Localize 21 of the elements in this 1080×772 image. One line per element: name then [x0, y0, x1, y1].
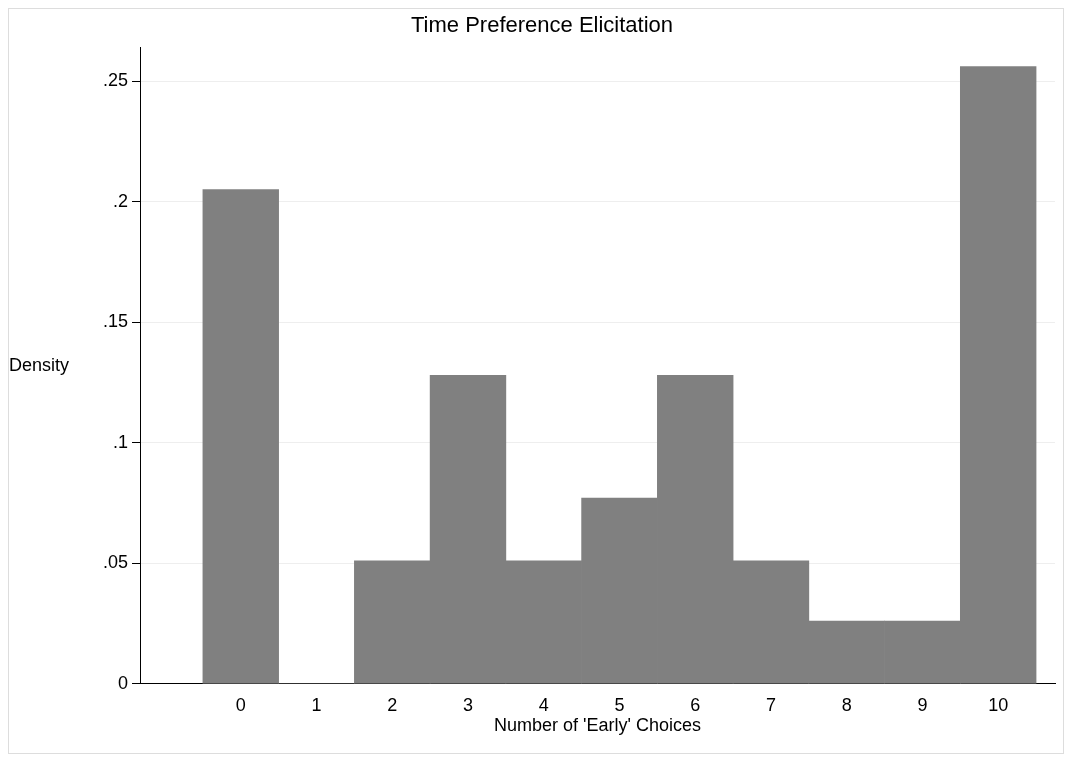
x-tick-label: 0 — [235, 694, 246, 715]
x-tick-label: 10 — [988, 694, 1009, 715]
x-tick-label: 5 — [614, 694, 625, 715]
y-axis-title: Density — [9, 354, 70, 375]
x-tick-label: 2 — [387, 694, 398, 715]
x-tick-label: 3 — [462, 694, 473, 715]
x-tick-label: 4 — [538, 694, 549, 715]
bar — [202, 189, 279, 684]
x-tick-label: 1 — [311, 694, 322, 715]
chart-title: Time Preference Elicitation — [410, 12, 674, 38]
x-tick-label: 8 — [841, 694, 852, 715]
x-tick-label: 9 — [917, 694, 928, 715]
y-tick-label: 0 — [118, 672, 129, 693]
y-tick-label: .25 — [102, 70, 129, 91]
x-tick-label: 7 — [765, 694, 776, 715]
y-tick-label: .15 — [102, 311, 129, 332]
y-tick-label: .2 — [113, 190, 129, 211]
x-axis-title: Number of 'Early' Choices — [494, 715, 701, 736]
x-tick-label: 6 — [690, 694, 701, 715]
y-tick-label: .1 — [113, 431, 129, 452]
y-tick-label: .05 — [102, 552, 129, 573]
